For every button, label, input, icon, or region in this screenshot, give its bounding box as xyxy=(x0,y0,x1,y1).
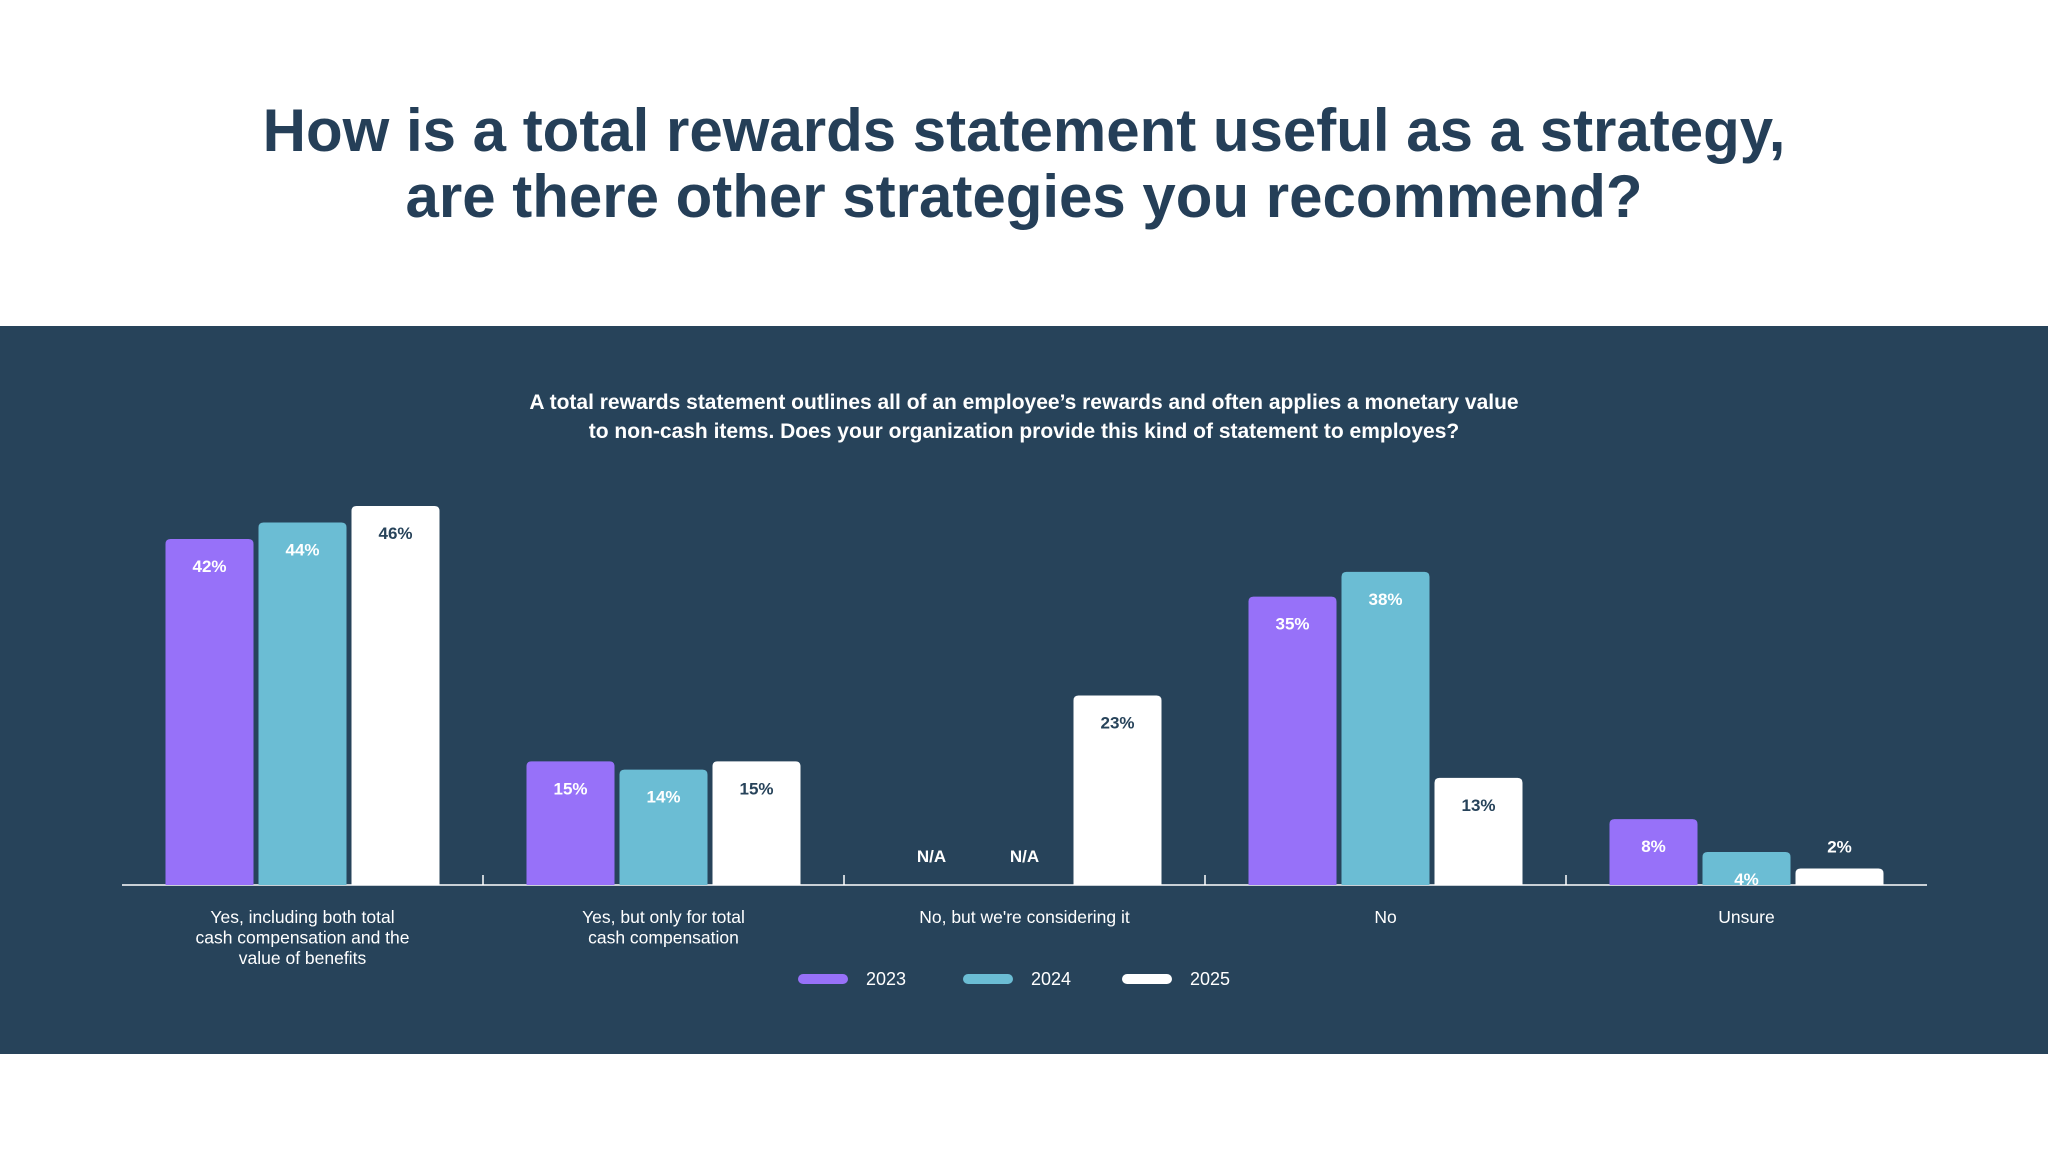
bar-2023 xyxy=(165,538,254,885)
chart-subtitle: A total rewards statement outlines all o… xyxy=(0,388,2048,446)
legend-label: 2024 xyxy=(1031,969,1071,989)
bar-2025 xyxy=(351,506,440,885)
legend-label: 2025 xyxy=(1190,969,1230,989)
bar-2023 xyxy=(1248,596,1337,885)
data-label: N/A xyxy=(917,847,946,866)
bar-2025 xyxy=(1795,868,1884,885)
x-tick-label: No xyxy=(1374,907,1396,927)
x-tick-label: value of benefits xyxy=(239,948,367,968)
data-label: 42% xyxy=(192,557,226,576)
data-label: 13% xyxy=(1461,796,1495,815)
bar-2024 xyxy=(619,769,708,885)
x-tick-label: No, but we're considering it xyxy=(919,907,1130,927)
chart-subtitle-line-2: to non-cash items. Does your organizatio… xyxy=(588,420,1460,443)
data-label: 15% xyxy=(553,779,587,798)
legend-swatch-2023 xyxy=(798,974,848,984)
x-tick-label: cash compensation xyxy=(588,928,739,948)
data-label: 38% xyxy=(1368,590,1402,609)
data-label: 35% xyxy=(1275,615,1309,634)
chart-subtitle-line-1: A total rewards statement outlines all o… xyxy=(529,391,1519,414)
bar-2023 xyxy=(1609,819,1698,885)
legend-label: 2023 xyxy=(866,969,906,989)
bar-2024 xyxy=(1702,852,1791,885)
page-title-line-1: How is a total rewards statement useful … xyxy=(262,97,1786,164)
data-label: 44% xyxy=(285,540,319,559)
data-label: 23% xyxy=(1100,714,1134,733)
data-label: N/A xyxy=(1010,847,1039,866)
legend-swatch-2025 xyxy=(1122,974,1172,984)
data-label: 4% xyxy=(1734,870,1759,889)
page-title-line-2: are there other strategies you recommend… xyxy=(405,163,1643,230)
data-label: 2% xyxy=(1827,838,1852,857)
data-label: 15% xyxy=(739,779,773,798)
bar-2024 xyxy=(1341,571,1430,885)
bar-2025 xyxy=(1073,695,1162,885)
x-tick-label: Unsure xyxy=(1718,907,1774,927)
bar-2024 xyxy=(258,522,347,885)
legend-swatch-2024 xyxy=(963,974,1013,984)
x-tick-label: cash compensation and the xyxy=(195,928,409,948)
bar-2023 xyxy=(526,761,615,885)
data-label: 46% xyxy=(378,524,412,543)
bar-2025 xyxy=(1434,777,1523,885)
data-label: 14% xyxy=(646,788,680,807)
bar-2025 xyxy=(712,761,801,885)
x-tick-label: Yes, including both total xyxy=(210,907,394,927)
page-title: How is a total rewards statement useful … xyxy=(0,98,2048,230)
x-tick-label: Yes, but only for total xyxy=(582,907,745,927)
data-label: 8% xyxy=(1641,837,1666,856)
